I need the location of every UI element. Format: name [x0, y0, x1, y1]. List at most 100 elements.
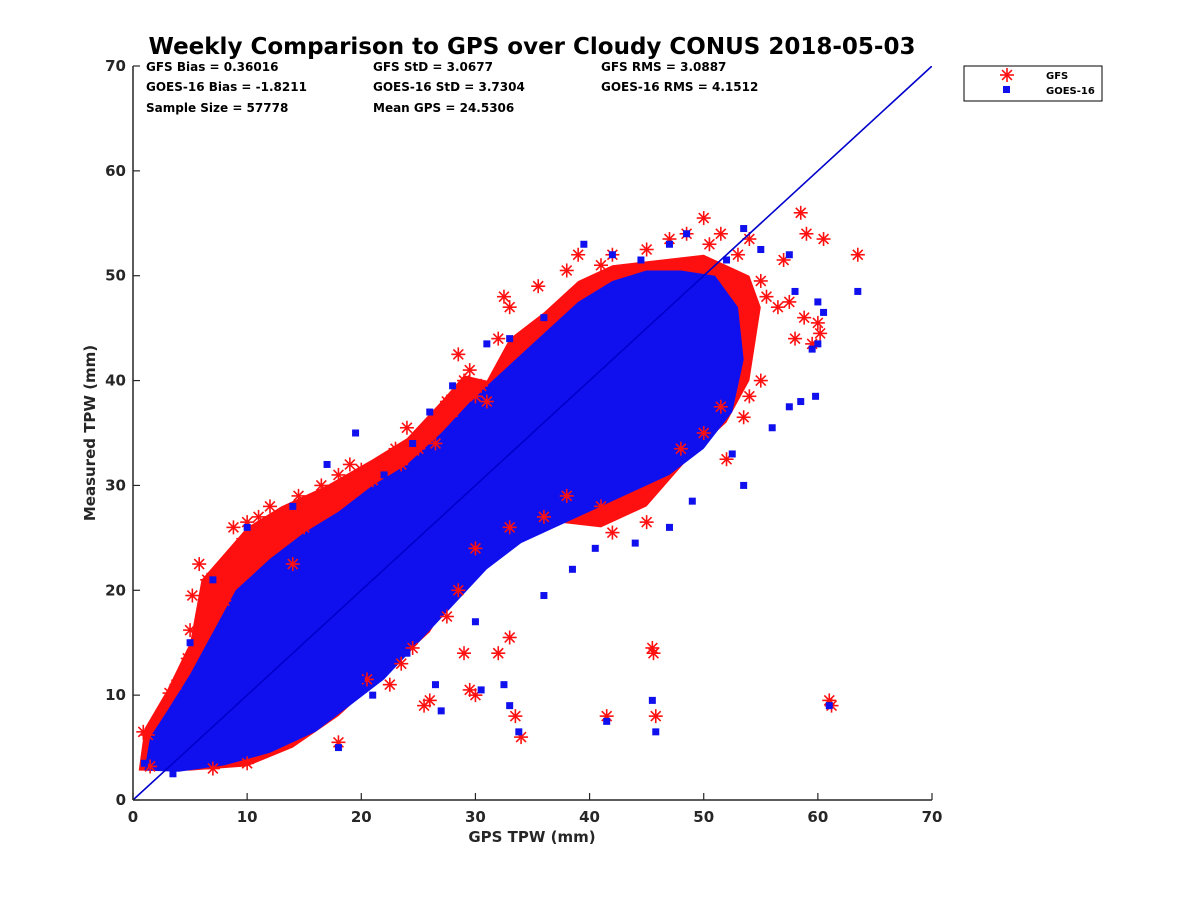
gfs-series — [136, 205, 865, 776]
goes-16-point — [728, 450, 736, 458]
goes-16-point — [357, 675, 365, 683]
gfs-point — [268, 525, 283, 540]
goes-16-point — [289, 502, 297, 510]
stat-gfs-std: GFS StD = 3.0677 — [373, 60, 493, 74]
gfs-point — [759, 289, 774, 304]
goes-16-point — [608, 251, 616, 259]
gfs-point — [696, 211, 711, 226]
gfs-point — [496, 289, 511, 304]
gfs-point — [240, 756, 255, 771]
goes-16-point — [209, 576, 217, 584]
gfs-point — [605, 525, 620, 540]
gfs-point — [571, 247, 586, 262]
gfs-point — [354, 462, 369, 477]
gfs-point — [428, 436, 443, 451]
gfs-point — [782, 294, 797, 309]
gfs-point — [185, 588, 200, 603]
gfs-point — [297, 520, 312, 535]
stat-mean-gps: Mean GPS = 24.5306 — [373, 101, 514, 115]
goes-16-point — [740, 481, 748, 489]
goes-16-point — [580, 240, 588, 248]
stat-gfs-bias: GFS Bias = 0.36016 — [146, 60, 278, 74]
stat-goes-rms: GOES-16 RMS = 4.1512 — [601, 80, 758, 94]
gfs-point — [696, 426, 711, 440]
gfs-point — [593, 499, 608, 514]
gfs-point — [337, 488, 352, 503]
x-tick-label: 0 — [128, 808, 138, 826]
gfs-point — [673, 441, 688, 456]
x-tick-label: 70 — [922, 808, 943, 826]
goes-16-point — [812, 392, 820, 400]
gfs-point — [302, 494, 317, 509]
goes-16-point — [797, 398, 805, 406]
gfs-point — [226, 520, 241, 535]
gfs-point — [468, 541, 483, 556]
goes-16-point — [768, 424, 776, 432]
y-tick-label: 60 — [105, 162, 126, 180]
y-tick-label: 20 — [105, 581, 126, 599]
y-tick-label: 50 — [105, 267, 126, 285]
gfs-point — [788, 331, 803, 346]
goes-16-point — [665, 240, 673, 248]
goes-16-point — [169, 770, 177, 778]
goes-16-point — [825, 702, 833, 710]
goes-16-point — [483, 340, 491, 348]
x-axis-label: GPS TPW (mm) — [468, 828, 595, 846]
gfs-point — [331, 467, 346, 482]
legend-box — [963, 65, 1103, 102]
gfs-point — [559, 263, 574, 278]
gfs-point — [457, 373, 472, 388]
x-tick-label: 60 — [807, 808, 828, 826]
gfs-point — [257, 541, 272, 556]
goes-16-point — [426, 408, 434, 416]
gfs-point — [742, 389, 757, 404]
gfs-point — [559, 488, 574, 503]
gfs-point — [816, 232, 831, 247]
goes-16-point — [323, 460, 331, 468]
gfs-point — [291, 488, 306, 503]
gfs-point — [399, 420, 414, 435]
gfs-point — [797, 310, 812, 325]
goes-16-point — [477, 686, 485, 694]
goes-16-point — [785, 403, 793, 411]
gfs-point — [753, 373, 768, 388]
x-tick-label: 40 — [579, 808, 600, 826]
chart-title: Weekly Comparison to GPS over Cloudy CON… — [149, 34, 916, 60]
goes-16-point — [652, 728, 660, 736]
gfs-point — [468, 389, 483, 404]
goes-16-point — [820, 308, 828, 316]
asterisk-marker-icon — [1000, 68, 1014, 82]
gfs-point — [180, 651, 195, 666]
gfs-point — [445, 405, 460, 420]
stat-goes-std: GOES-16 StD = 3.7304 — [373, 80, 525, 94]
goes-16-point — [403, 649, 411, 657]
goes-16-point — [506, 702, 514, 710]
gfs-point — [850, 247, 865, 262]
goes-16-point — [186, 639, 194, 647]
x-ticks: 0 10 20 30 40 50 60 70 — [128, 793, 943, 826]
gfs-point — [205, 761, 220, 776]
goes-16-density-region — [144, 270, 744, 772]
y-axis-label: Measured TPW (mm) — [81, 345, 99, 521]
legend-asterisk — [1000, 68, 1014, 82]
plot-area — [133, 66, 932, 800]
gfs-point — [479, 394, 494, 409]
gfs-point — [228, 546, 243, 561]
legend: GFS GOES-16 — [963, 65, 1103, 102]
gfs-point — [169, 677, 184, 692]
goes-16-point — [603, 717, 611, 725]
y-tick-label: 30 — [105, 476, 126, 494]
goes-16-point — [152, 744, 160, 752]
goes-16-series — [140, 225, 862, 778]
gfs-point — [451, 583, 466, 598]
gfs-point — [394, 656, 409, 671]
gfs-point — [536, 509, 551, 524]
y-tick-label: 70 — [105, 57, 126, 75]
goes-16-point — [369, 691, 377, 699]
y-tick-label: 0 — [116, 791, 126, 809]
gfs-point — [394, 457, 409, 472]
goes-16-point — [740, 225, 748, 233]
goes-16-point — [409, 439, 417, 447]
gfs-point — [736, 410, 751, 425]
goes-16-point — [814, 298, 822, 306]
